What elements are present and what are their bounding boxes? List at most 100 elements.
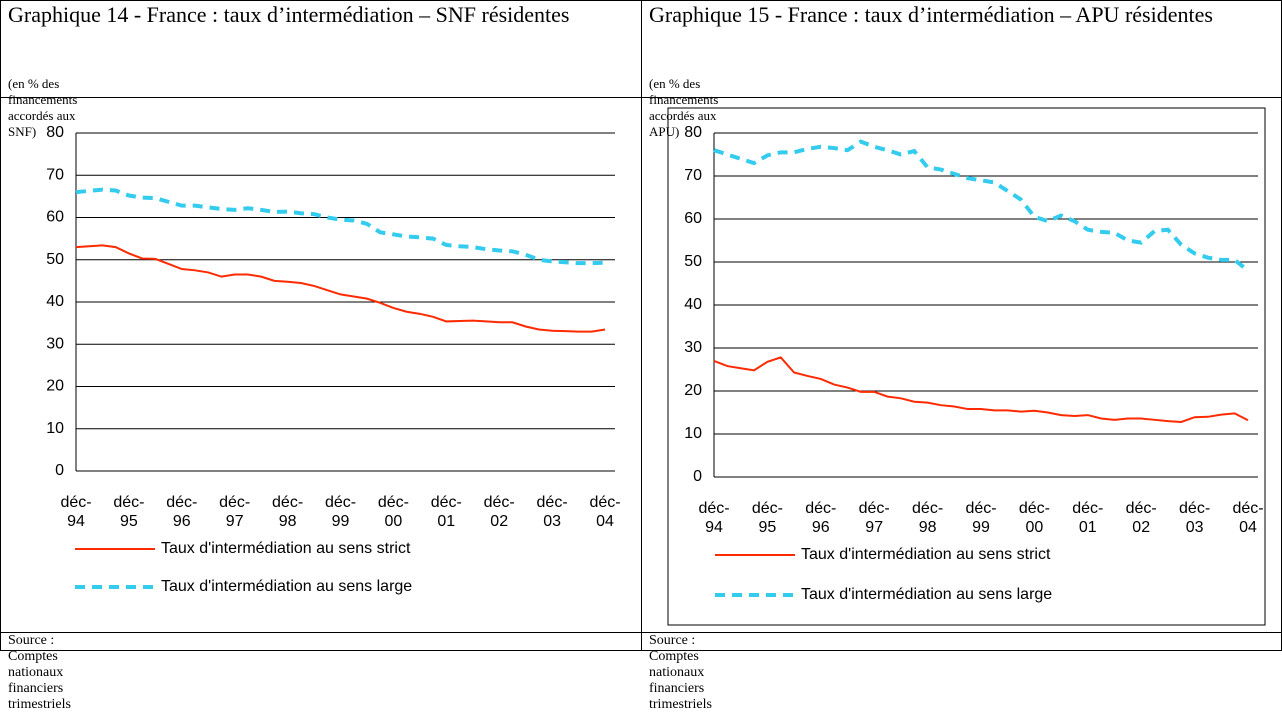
x-tick-line: déc-	[537, 494, 568, 511]
x-tick-label: déc- 01	[1072, 500, 1103, 536]
x-tick-line: déc-	[113, 494, 144, 511]
series-line	[75, 187, 606, 266]
y-tick-label: 50	[46, 251, 64, 268]
x-tick-line: 00	[1026, 519, 1044, 536]
y-tick-label: 20	[684, 382, 702, 399]
y-tick-label: 80	[684, 124, 702, 141]
x-tick-label: déc- 00	[378, 494, 409, 530]
y-tick-label: 70	[46, 166, 64, 183]
legend-label: Taux d'intermédiation au sens strict	[161, 540, 411, 557]
x-tick-line: 99	[972, 519, 990, 536]
series-line	[713, 356, 1249, 423]
x-tick-line: 95	[120, 513, 138, 530]
x-tick-label: déc- 02	[484, 494, 515, 530]
x-tick-line: déc-	[219, 494, 250, 511]
y-tick-label: 40	[46, 293, 64, 310]
x-tick-line: 99	[332, 513, 350, 530]
y-tick-label: 20	[46, 378, 64, 395]
x-tick-label: déc- 95	[113, 494, 144, 530]
chart-subtitle: (en % des financements accordés aux SNF)	[8, 76, 78, 139]
y-tick-label: 60	[46, 209, 64, 226]
x-tick-line: déc-	[1232, 500, 1263, 517]
x-tick-line: 01	[437, 513, 455, 530]
chart-title: Graphique 15 - France : taux d’intermédi…	[649, 2, 1213, 27]
legend-label: Taux d'intermédiation au sens large	[161, 578, 412, 595]
x-tick-line: déc-	[698, 500, 729, 517]
y-tick-label: 10	[684, 425, 702, 442]
x-tick-line: déc-	[752, 500, 783, 517]
x-tick-line: déc-	[912, 500, 943, 517]
x-tick-line: 01	[1079, 519, 1097, 536]
x-tick-label: déc- 96	[166, 494, 197, 530]
y-tick-label: 50	[684, 253, 702, 270]
x-tick-label: déc- 97	[219, 494, 250, 530]
x-tick-label: déc- 99	[325, 494, 356, 530]
chart: 01020304050607080déc-94déc-95déc-96déc-9…	[667, 107, 1266, 626]
x-tick-line: 02	[490, 513, 508, 530]
chart-frame	[667, 107, 1266, 626]
x-tick-label: déc- 00	[1019, 500, 1050, 536]
x-tick-line: déc-	[431, 494, 462, 511]
x-tick-label: déc- 94	[60, 494, 91, 530]
y-tick-label: 10	[46, 420, 64, 437]
y-tick-label: 80	[46, 124, 64, 141]
x-tick-label: déc- 95	[752, 500, 783, 536]
x-tick-line: 00	[385, 513, 403, 530]
y-tick-label: 70	[684, 167, 702, 184]
x-tick-line: 02	[1132, 519, 1150, 536]
x-tick-line: déc-	[859, 500, 890, 517]
x-tick-line: 03	[1186, 519, 1204, 536]
x-tick-line: 03	[543, 513, 561, 530]
x-tick-line: 04	[596, 513, 614, 530]
y-tick-label: 0	[693, 468, 702, 485]
x-tick-line: déc-	[1019, 500, 1050, 517]
row-border	[0, 97, 1282, 633]
x-tick-line: 96	[812, 519, 830, 536]
chart-title: Graphique 14 - France : taux d’intermédi…	[8, 2, 570, 27]
x-tick-line: déc-	[1072, 500, 1103, 517]
x-tick-label: déc- 96	[805, 500, 836, 536]
x-tick-line: 98	[919, 519, 937, 536]
legend-label: Taux d'intermédiation au sens strict	[801, 546, 1051, 563]
x-tick-line: déc-	[378, 494, 409, 511]
chart-subtitle: (en % des financements accordés aux APU)	[649, 76, 719, 139]
x-tick-label: déc- 99	[965, 500, 996, 536]
y-tick-label: 0	[55, 462, 64, 479]
x-tick-line: 95	[759, 519, 777, 536]
x-tick-line: déc-	[965, 500, 996, 517]
x-tick-line: 04	[1239, 519, 1257, 536]
legend-label: Taux d'intermédiation au sens large	[801, 586, 1052, 603]
x-tick-line: 96	[173, 513, 191, 530]
x-tick-line: déc-	[325, 494, 356, 511]
x-tick-label: déc- 01	[431, 494, 462, 530]
x-tick-label: déc- 02	[1126, 500, 1157, 536]
x-tick-line: déc-	[1126, 500, 1157, 517]
x-tick-line: 97	[226, 513, 244, 530]
x-tick-label: déc- 97	[859, 500, 890, 536]
y-tick-label: 40	[684, 296, 702, 313]
x-tick-line: déc-	[166, 494, 197, 511]
source: Source : Comptes nationaux financiers tr…	[8, 633, 71, 712]
x-tick-line: déc-	[589, 494, 620, 511]
x-tick-label: déc- 03	[537, 494, 568, 530]
x-tick-line: déc-	[1179, 500, 1210, 517]
x-tick-label: déc- 04	[1232, 500, 1263, 536]
x-tick-line: 97	[865, 519, 883, 536]
chart: 01020304050607080déc-94déc-95déc-96déc-9…	[46, 124, 620, 595]
y-tick-label: 30	[684, 339, 702, 356]
x-tick-line: déc-	[272, 494, 303, 511]
y-tick-label: 60	[684, 210, 702, 227]
x-tick-line: déc-	[60, 494, 91, 511]
y-tick-label: 30	[46, 335, 64, 352]
series-line	[713, 139, 1250, 273]
x-tick-line: 94	[67, 513, 85, 530]
x-tick-line: 94	[705, 519, 723, 536]
x-tick-line: déc-	[484, 494, 515, 511]
x-tick-label: déc- 04	[589, 494, 620, 530]
x-tick-line: 98	[279, 513, 297, 530]
x-tick-line: déc-	[805, 500, 836, 517]
series-line	[75, 244, 606, 333]
x-tick-label: déc- 98	[912, 500, 943, 536]
source: Source : Comptes nationaux financiers tr…	[649, 633, 712, 712]
